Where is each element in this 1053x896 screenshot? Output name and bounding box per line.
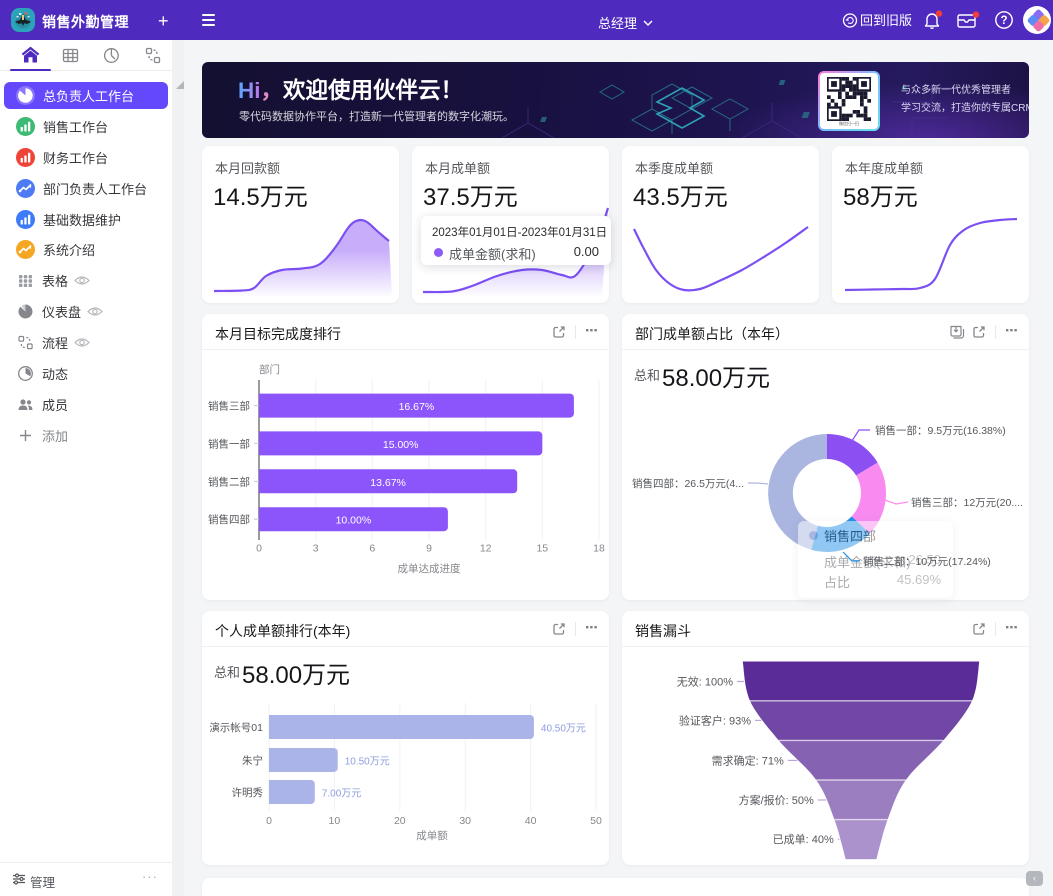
- svg-text:成单额: 成单额: [416, 829, 448, 842]
- svg-text:销售一部: 销售一部: [208, 437, 250, 450]
- svg-text:10.00%: 10.00%: [336, 515, 372, 527]
- svg-text:回到旧版: 回到旧版: [860, 13, 912, 28]
- svg-text:0: 0: [256, 543, 262, 555]
- svg-text:验证客户: 93%: 验证客户: 93%: [679, 713, 751, 727]
- svg-text:部门: 部门: [259, 363, 280, 376]
- svg-text:已成单: 40%: 已成单: 40%: [773, 833, 834, 846]
- svg-text:0: 0: [266, 815, 272, 827]
- svg-text:30: 30: [459, 815, 471, 827]
- svg-text:许明秀: 许明秀: [232, 786, 264, 799]
- svg-text:销售二部：10万元(17.24%): 销售二部：10万元(17.24%): [863, 555, 991, 568]
- svg-text:7.00万元: 7.00万元: [322, 789, 361, 800]
- svg-text:3: 3: [313, 543, 319, 555]
- svg-text:需求确定: 71%: 需求确定: 71%: [712, 753, 784, 767]
- svg-text:9: 9: [426, 543, 432, 555]
- svg-text:?: ?: [1000, 15, 1007, 27]
- svg-text:演示帐号01: 演示帐号01: [209, 721, 263, 734]
- svg-text:朱宁: 朱宁: [242, 754, 263, 767]
- svg-text:方案/报价: 50%: 方案/报价: 50%: [739, 793, 814, 807]
- svg-text:销售三部：12万元(20....: 销售三部：12万元(20....: [911, 496, 1023, 509]
- svg-text:销售四部：26.5万元(4...: 销售四部：26.5万元(4...: [632, 477, 744, 490]
- svg-text:18: 18: [593, 543, 605, 555]
- svg-text:20: 20: [394, 815, 406, 827]
- svg-text:10.50万元: 10.50万元: [345, 757, 390, 768]
- svg-text:16.67%: 16.67%: [399, 401, 435, 413]
- svg-text:15: 15: [536, 543, 548, 555]
- svg-text:成单达成进度: 成单达成进度: [398, 562, 461, 575]
- svg-text:销售四部: 销售四部: [208, 513, 250, 526]
- svg-text:6: 6: [369, 543, 375, 555]
- svg-text:15.00%: 15.00%: [383, 439, 419, 451]
- svg-text:销售二部: 销售二部: [208, 475, 250, 488]
- svg-text:50: 50: [590, 815, 602, 827]
- svg-text:12: 12: [480, 543, 492, 555]
- svg-text:无效: 100%: 无效: 100%: [677, 675, 733, 689]
- svg-text:40: 40: [525, 815, 537, 827]
- svg-text:40.50万元: 40.50万元: [541, 724, 586, 735]
- svg-text:销售三部: 销售三部: [208, 400, 250, 413]
- svg-text:10: 10: [329, 815, 341, 827]
- svg-text:13.67%: 13.67%: [370, 477, 406, 489]
- svg-text:销售一部：9.5万元(16.38%): 销售一部：9.5万元(16.38%): [875, 424, 1006, 437]
